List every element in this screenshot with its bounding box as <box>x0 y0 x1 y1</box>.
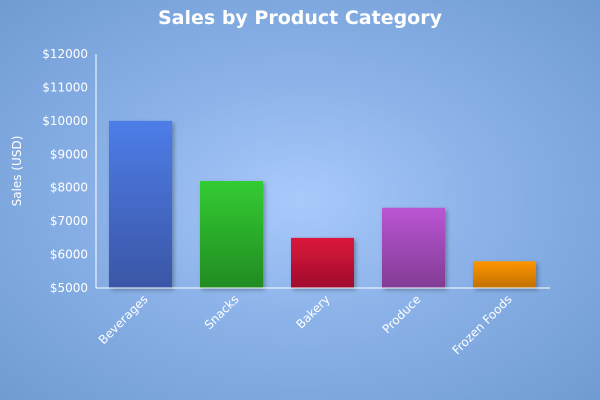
x-tick-label: Produce <box>380 292 424 336</box>
bar-snacks <box>200 181 263 288</box>
y-tick-label: $7000 <box>50 214 88 228</box>
bar-bakery <box>291 237 354 288</box>
x-tick-label: Frozen Foods <box>449 292 514 357</box>
x-tick-label: Beverages <box>96 292 151 347</box>
y-tick-label: $5000 <box>50 281 88 295</box>
bar-frozen-foods <box>473 261 536 288</box>
y-tick-label: $12000 <box>42 47 88 61</box>
y-tick-label: $10000 <box>42 114 88 128</box>
x-tick-label: Snacks <box>202 292 242 332</box>
x-tick-label: Bakery <box>293 292 332 331</box>
y-tick-label: $6000 <box>50 248 88 262</box>
chart-title: Sales by Product Category <box>158 7 443 29</box>
y-tick-label: $9000 <box>50 147 88 161</box>
bar-beverages <box>109 120 172 288</box>
y-axis-label: Sales (USD) <box>10 136 24 207</box>
bar-produce <box>382 207 445 288</box>
y-tick-label: $8000 <box>50 181 88 195</box>
y-tick-label: $11000 <box>42 80 88 94</box>
